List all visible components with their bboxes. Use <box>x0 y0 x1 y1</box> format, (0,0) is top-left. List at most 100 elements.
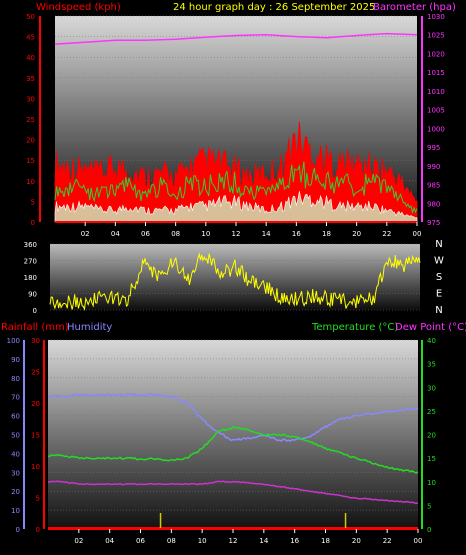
x-tick-label: 22 <box>383 537 392 545</box>
x-tick-label: 22 <box>382 230 391 238</box>
temperature-tick-label: 5 <box>427 502 431 510</box>
rainfall-tick-label: 10 <box>31 463 40 471</box>
temperature-tick-label: 10 <box>427 479 436 487</box>
direction-tick-label: 180 <box>24 274 37 282</box>
direction-tick-label: 270 <box>24 258 37 266</box>
windspeed-tick-label: 20 <box>26 137 35 145</box>
humidity-tick-label: 70 <box>11 394 20 402</box>
humidity-tick-label: 30 <box>11 469 20 477</box>
temp-panel-background <box>48 340 418 529</box>
x-tick-label: 06 <box>136 537 145 545</box>
x-tick-label: 10 <box>198 537 207 545</box>
barometer-tick-label: 975 <box>427 219 440 227</box>
windspeed-series-line <box>54 161 418 214</box>
humidity-tick-label: 100 <box>7 337 20 345</box>
x-tick-label: 20 <box>352 537 361 545</box>
dewpoint-series-line <box>47 480 419 505</box>
x-tick-label: 12 <box>232 230 241 238</box>
rainfall-tick-label: 15 <box>31 432 40 440</box>
barometer-tick-label: 1015 <box>427 69 445 77</box>
humidity-tick-label: 60 <box>11 413 20 421</box>
x-tick-label: 08 <box>167 537 176 545</box>
temperature-tick-label: 20 <box>427 432 436 440</box>
compass-label: E <box>436 289 442 300</box>
temperature-tick-label: 0 <box>427 526 431 534</box>
windspeed-tick-label: 10 <box>26 178 35 186</box>
barometer-tick-label: 980 <box>427 200 440 208</box>
temperature-tick-label: 15 <box>427 455 436 463</box>
barometer-axis-title: Barometer (hpa) <box>373 2 456 13</box>
barometer-tick-label: 1020 <box>427 50 445 58</box>
windspeed-tick-label: 40 <box>26 54 35 62</box>
average-wind-series-area <box>54 191 418 223</box>
x-tick-label: 00 <box>413 230 422 238</box>
windspeed-tick-label: 35 <box>26 75 35 83</box>
compass-label: W <box>434 256 444 267</box>
direction-tick-label: 90 <box>28 291 37 299</box>
humidity-tick-label: 50 <box>11 432 20 440</box>
rainfall-axis-title: Rainfall (mm) <box>1 322 69 333</box>
humidity-tick-label: 40 <box>11 450 20 458</box>
x-tick-label: 14 <box>262 230 271 238</box>
barometer-tick-label: 1030 <box>427 13 445 21</box>
temperature-tick-label: 35 <box>427 361 436 369</box>
direction-tick-label: 360 <box>24 241 37 249</box>
rainfall-tick-label: 0 <box>36 526 40 534</box>
humidity-tick-label: 20 <box>11 488 20 496</box>
x-tick-label: 10 <box>201 230 210 238</box>
barometer-tick-label: 1010 <box>427 88 445 96</box>
windspeed-tick-label: 30 <box>26 95 35 103</box>
barometer-tick-label: 985 <box>427 182 440 190</box>
dewpoint-axis-title: Dew Point (°C) <box>395 322 466 333</box>
windspeed-tick-label: 45 <box>26 34 35 42</box>
x-tick-label: 02 <box>74 537 83 545</box>
compass-label: N <box>435 239 442 250</box>
humidity-axis-title: Humidity <box>67 322 112 333</box>
temperature-tick-label: 40 <box>427 337 436 345</box>
chart-title: 24 hour graph day : 26 September 2025 <box>173 2 375 13</box>
x-tick-label: 06 <box>141 230 150 238</box>
barometer-tick-label: 1025 <box>427 32 445 40</box>
barometer-tick-label: 995 <box>427 144 440 152</box>
temperature-tick-label: 30 <box>427 384 436 392</box>
x-tick-label: 04 <box>105 537 114 545</box>
windspeed-tick-label: 50 <box>26 13 35 21</box>
rainfall-tick-label: 25 <box>31 369 40 377</box>
windspeed-tick-label: 5 <box>31 198 35 206</box>
rainfall-tick-label: 20 <box>31 400 40 408</box>
x-tick-label: 18 <box>322 230 331 238</box>
rainfall-tick-label: 5 <box>36 495 40 503</box>
barometer-tick-label: 1000 <box>427 125 445 133</box>
x-tick-label: 14 <box>259 537 268 545</box>
direction-panel-background <box>50 244 420 310</box>
humidity-tick-label: 90 <box>11 356 20 364</box>
barometer-series-line <box>54 32 418 45</box>
x-tick-label: 04 <box>111 230 120 238</box>
direction-tick-label: 0 <box>33 307 37 315</box>
barometer-tick-label: 1005 <box>427 107 445 115</box>
x-tick-label: 12 <box>229 537 238 545</box>
windspeed-tick-label: 0 <box>31 219 35 227</box>
rainfall-tick-label: 30 <box>31 337 40 345</box>
x-tick-label: 00 <box>414 537 423 545</box>
temperature-axis-title: Temperature (°C) <box>311 322 398 333</box>
windspeed-tick-label: 15 <box>26 157 35 165</box>
x-tick-label: 16 <box>292 230 301 238</box>
humidity-tick-label: 10 <box>11 507 20 515</box>
compass-label: N <box>435 305 442 316</box>
compass-label: S <box>436 272 442 283</box>
x-tick-label: 18 <box>321 537 330 545</box>
x-tick-label: 20 <box>352 230 361 238</box>
barometer-tick-label: 990 <box>427 163 440 171</box>
x-tick-label: 02 <box>81 230 90 238</box>
windspeed-tick-label: 25 <box>26 116 35 124</box>
x-tick-label: 08 <box>171 230 180 238</box>
temperature-tick-label: 25 <box>427 408 436 416</box>
x-tick-label: 16 <box>290 537 299 545</box>
temperature-series-line <box>47 425 419 474</box>
wind-direction-series-line <box>49 252 421 311</box>
humidity-series-line <box>47 392 419 442</box>
windspeed-axis-title: Windspeed (kph) <box>36 2 121 13</box>
